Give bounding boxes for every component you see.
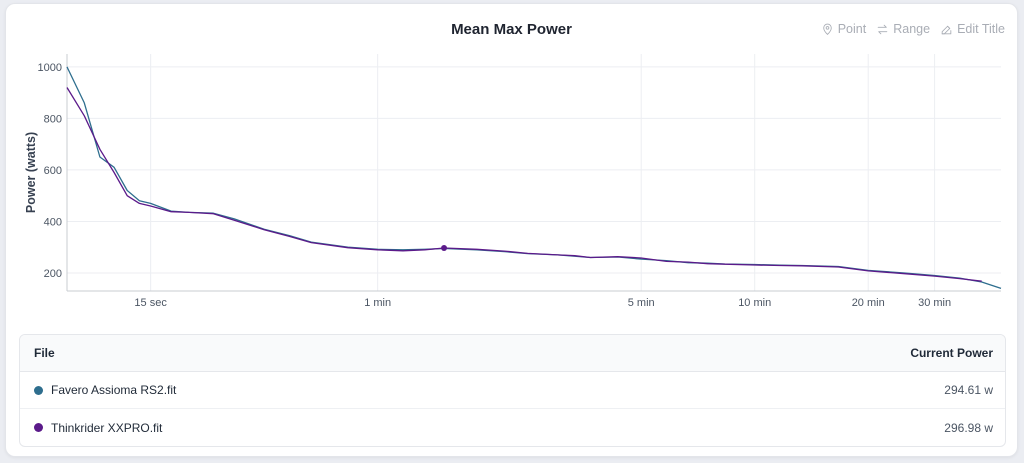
chart-toolbar: Point Range Edit Title: [821, 22, 1005, 36]
header-current-power: Current Power: [910, 346, 993, 360]
series-color-dot: [34, 423, 43, 432]
table-row[interactable]: Favero Assioma RS2.fit 294.61 w: [20, 372, 1005, 409]
point-label: Point: [837, 22, 867, 36]
map-pin-icon: [822, 23, 832, 35]
thinkrider-series-line: [66, 87, 982, 282]
edit-title-label: Edit Title: [957, 22, 1005, 36]
header-file: File: [34, 346, 55, 360]
x-tick-label: 15 sec: [134, 297, 167, 309]
edit-title-button[interactable]: Edit Title: [940, 22, 1005, 36]
current-power-value: 296.98 w: [944, 420, 993, 435]
file-cell: Favero Assioma RS2.fit: [34, 383, 176, 397]
edit-pencil-icon: [941, 25, 952, 34]
mean-max-power-card: 200 400 600 800 1000 15 sec 1 min 5 min 10 min 20…: [5, 3, 1018, 457]
file-name: Favero Assioma RS2.fit: [51, 383, 177, 397]
chart-title: Mean Max Power: [451, 21, 572, 38]
point-button[interactable]: Point: [821, 22, 867, 36]
current-power-value: 294.61 w: [944, 383, 993, 397]
x-tick-label: 30 min: [918, 297, 951, 309]
y-tick-label: 800: [44, 113, 62, 125]
table-header: File Current Power: [20, 335, 1005, 372]
x-tick-label: 10 min: [738, 297, 771, 309]
y-tick-label: 200: [44, 268, 62, 280]
y-axis-title: Power (watts): [24, 132, 38, 213]
series-color-dot: [34, 385, 43, 395]
favero-series-line: [66, 66, 1002, 290]
file-name: Thinkrider XXPRO.fit: [51, 420, 163, 435]
arrows-exchange-icon: [877, 24, 888, 34]
file-cell: Thinkrider XXPRO.fit: [34, 421, 162, 435]
range-label: Range: [893, 22, 931, 36]
y-tick-label: 1000: [38, 62, 62, 74]
x-tick-label: 20 min: [852, 297, 885, 309]
range-button[interactable]: Range: [876, 22, 930, 36]
y-tick-label: 600: [44, 165, 62, 177]
y-tick-label: 400: [44, 216, 62, 228]
x-tick-label: 5 min: [628, 297, 655, 309]
x-tick-label: 1 min: [364, 297, 391, 309]
files-table: File Current Power Favero Assioma RS2.fi…: [19, 334, 1006, 447]
cursor-point-marker: [441, 244, 448, 251]
mean-max-power-chart[interactable]: 200 400 600 800 1000 15 sec 1 min 5 min 10 min 20…: [6, 4, 1019, 324]
table-row[interactable]: Thinkrider XXPRO.fit 296.98 w: [20, 409, 1005, 446]
